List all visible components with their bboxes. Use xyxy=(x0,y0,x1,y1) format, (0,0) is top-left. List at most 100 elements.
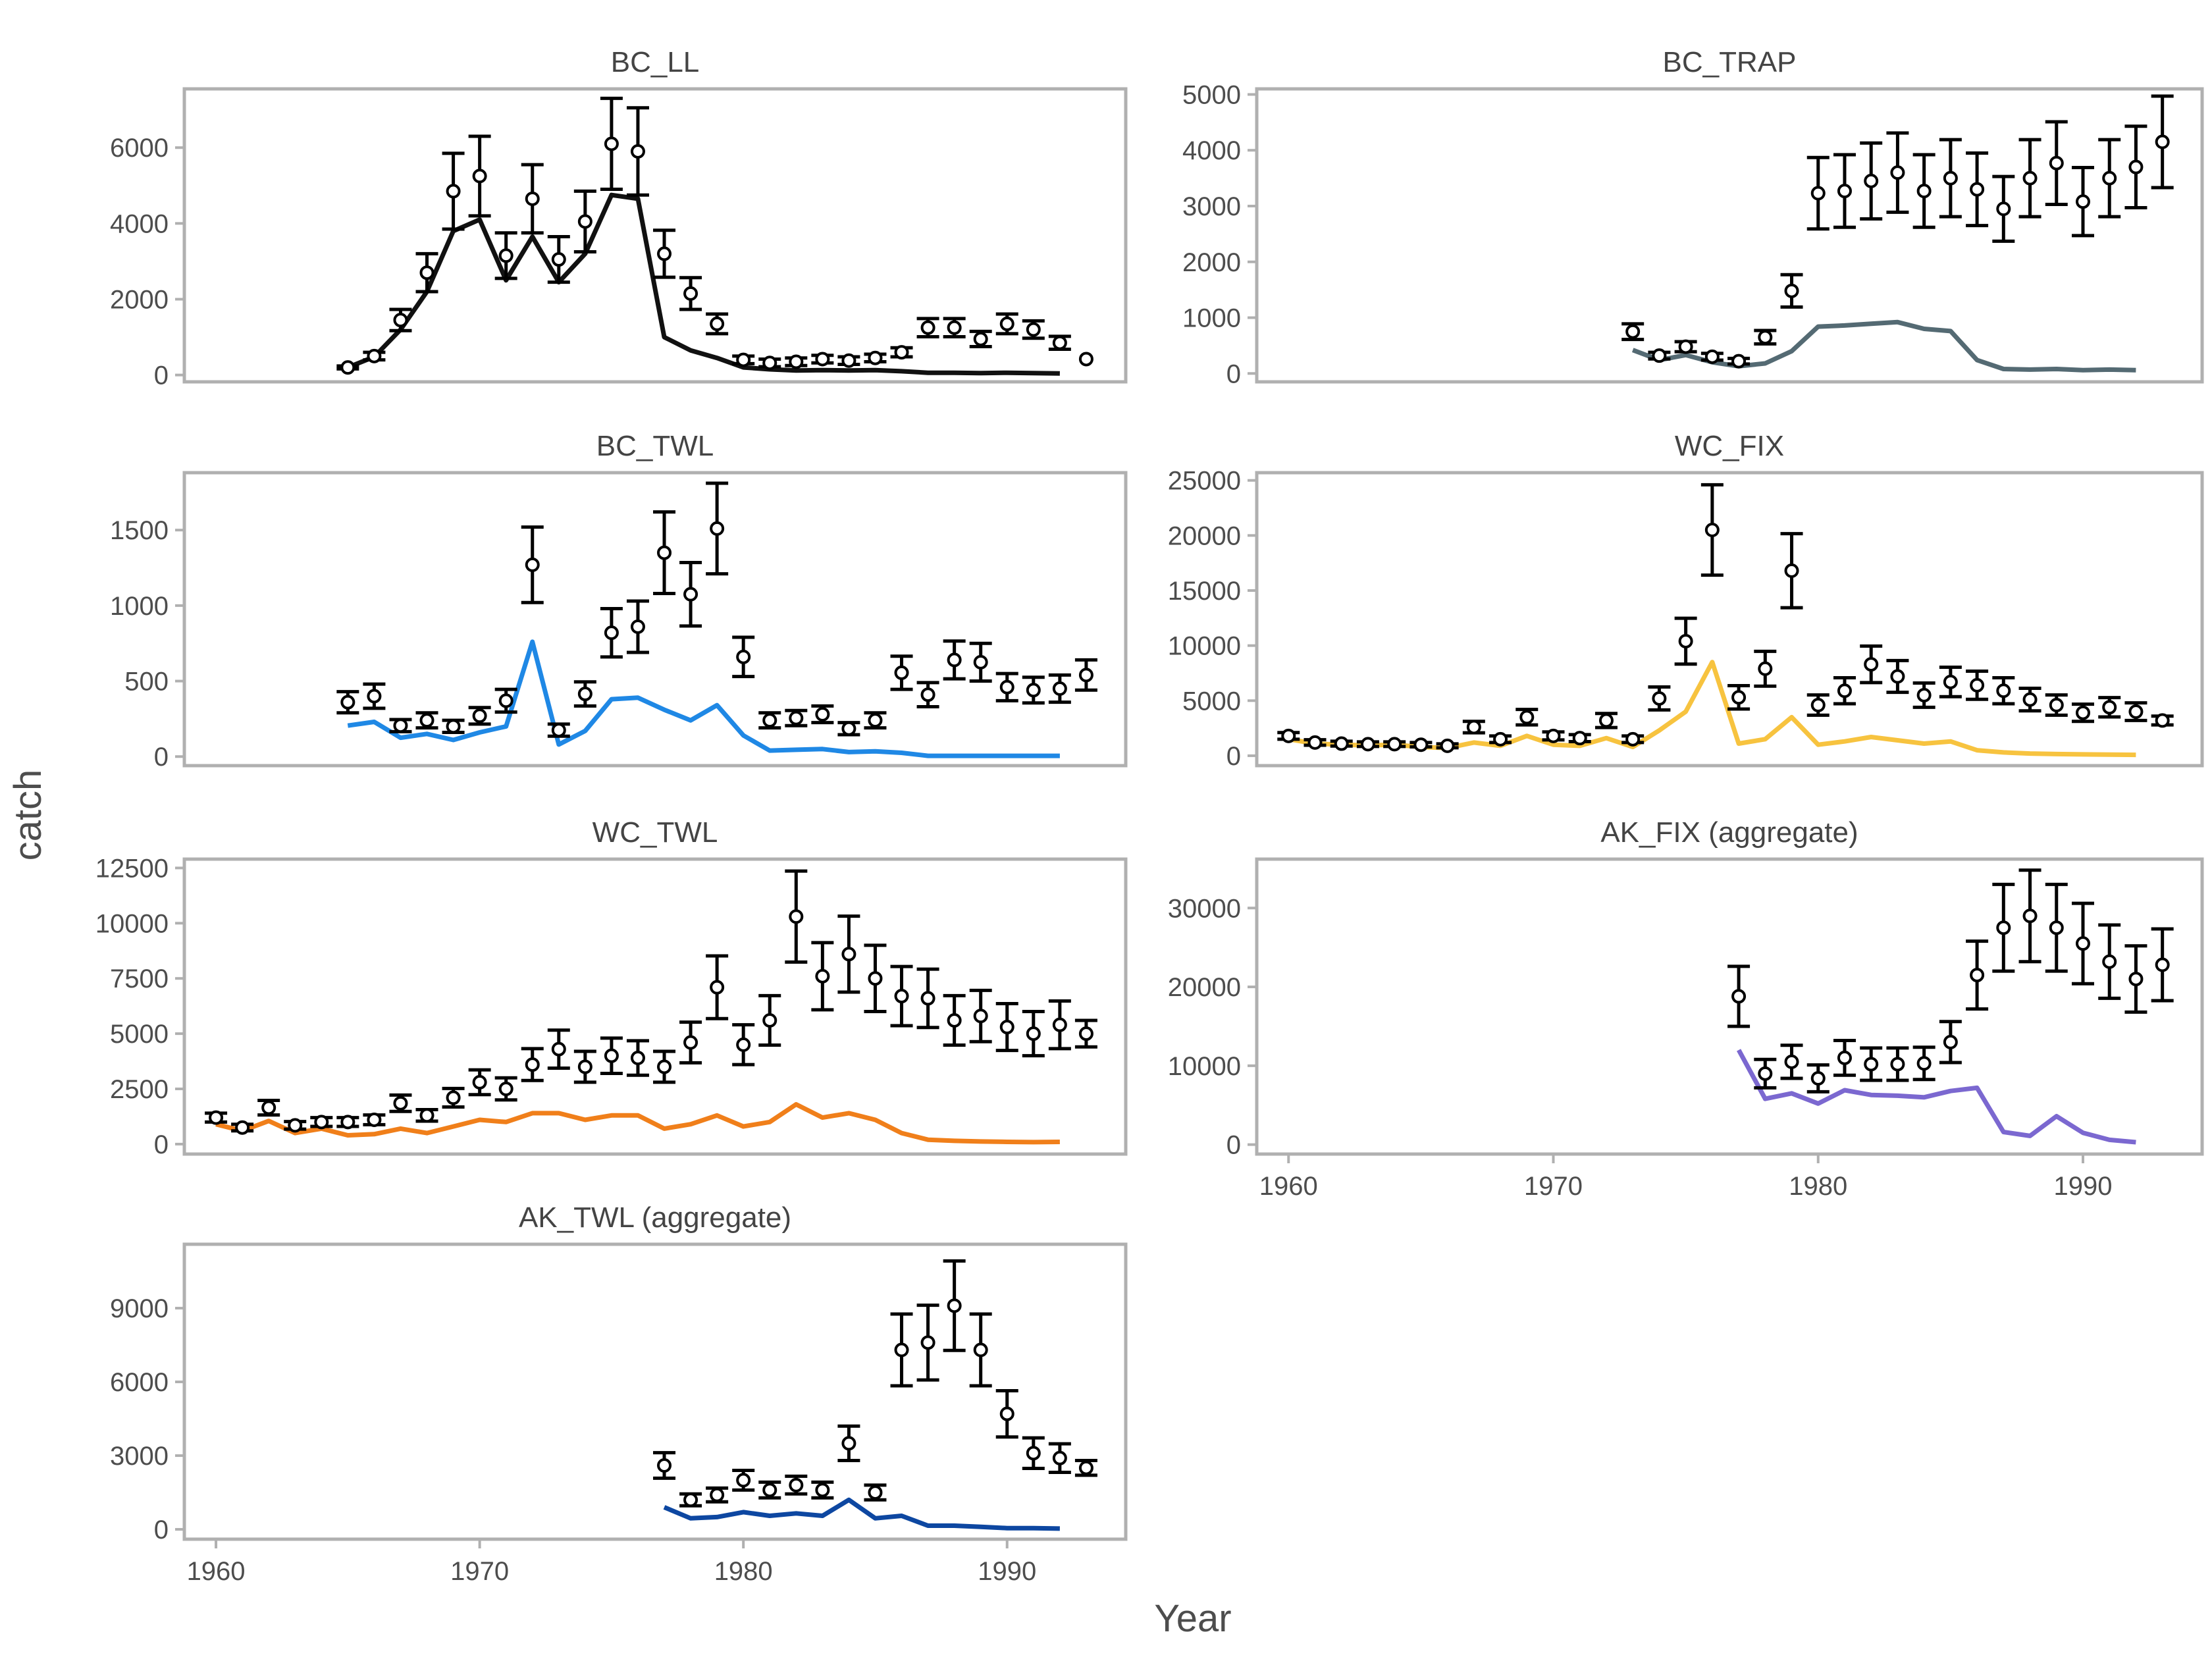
x-tick-label: 1970 xyxy=(450,1557,509,1586)
y-tick-label: 500 xyxy=(124,668,169,697)
observed-point xyxy=(231,1120,254,1135)
observed-marker xyxy=(789,710,804,725)
y-tick-label: 10000 xyxy=(95,909,169,938)
panel-title: AK_FIX (aggregate) xyxy=(1600,816,1858,849)
observed-point xyxy=(1074,658,1097,692)
observed-point xyxy=(758,711,781,730)
predicted-line xyxy=(663,1497,1060,1531)
observed-marker xyxy=(815,968,830,984)
observed-marker xyxy=(1943,674,1958,689)
observed-point xyxy=(1727,964,1751,1028)
observed-point xyxy=(1542,728,1565,743)
observed-point xyxy=(785,354,808,369)
observed-marker xyxy=(446,184,461,199)
observed-point xyxy=(811,704,834,725)
observed-point xyxy=(1780,273,1803,309)
observed-marker xyxy=(1052,1017,1067,1032)
observed-point xyxy=(1674,616,1697,666)
observed-marker xyxy=(1078,1026,1093,1041)
observed-point xyxy=(1078,352,1093,367)
observed-point xyxy=(363,682,386,710)
observed-point xyxy=(864,350,887,365)
observed-marker xyxy=(683,1492,698,1508)
observed-point xyxy=(1515,708,1539,727)
observed-marker xyxy=(1387,737,1402,752)
panel-border xyxy=(1255,87,2204,384)
observed-point xyxy=(1860,1046,1883,1082)
panel-4: WC_FIX 0 5000 10000 15000 20000 25000 xyxy=(1168,430,2204,771)
y-tick-label: 5000 xyxy=(1182,80,1241,109)
observed-marker xyxy=(2022,171,2038,186)
observed-point xyxy=(1912,681,1936,709)
observed-marker xyxy=(1078,352,1093,367)
observed-point xyxy=(573,680,596,708)
observed-marker xyxy=(1598,713,1614,728)
y-tick-label: 1500 xyxy=(110,516,169,545)
observed-marker xyxy=(1413,737,1429,752)
panel-border xyxy=(182,87,1128,384)
observed-marker xyxy=(367,689,382,704)
observed-marker xyxy=(472,169,487,184)
observed-point xyxy=(785,869,808,964)
observed-point xyxy=(1048,999,1071,1051)
observed-point xyxy=(494,1076,517,1102)
observed-point xyxy=(653,228,676,279)
observed-point xyxy=(1754,1057,1777,1090)
observed-point xyxy=(257,1098,280,1117)
observed-marker xyxy=(683,1035,698,1050)
observed-marker xyxy=(1916,687,1932,702)
observed-point xyxy=(1048,1442,1071,1474)
observed-marker xyxy=(762,713,777,728)
y-tick-label: 1000 xyxy=(110,592,169,621)
observed-point xyxy=(837,914,860,994)
observed-point xyxy=(1912,1045,1936,1082)
observed-point xyxy=(468,1068,491,1097)
panel-border xyxy=(1255,471,2204,768)
observed-marker xyxy=(815,707,830,722)
observed-marker xyxy=(868,350,883,365)
observed-point xyxy=(1489,731,1512,747)
predicted-line xyxy=(215,1102,1060,1145)
observed-point xyxy=(1621,731,1645,747)
observed-marker xyxy=(736,1473,751,1488)
observed-point xyxy=(573,189,596,254)
predicted-line xyxy=(1737,1049,2136,1145)
observed-marker xyxy=(868,713,883,728)
observed-point xyxy=(916,681,939,709)
observed-point xyxy=(2098,696,2121,719)
observed-point xyxy=(1700,483,1724,577)
observed-marker xyxy=(920,1335,935,1350)
panel-6: AK_FIX (aggregate) 0 10000 20000 30000 1960 19… xyxy=(1168,816,2204,1201)
observed-marker xyxy=(419,265,434,280)
observed-marker xyxy=(235,1120,250,1135)
observed-point xyxy=(600,96,623,192)
observed-marker xyxy=(789,354,804,369)
observed-point xyxy=(732,635,755,679)
y-tick-label: 1000 xyxy=(1182,304,1241,333)
observed-point xyxy=(758,993,781,1047)
observed-marker xyxy=(762,356,777,371)
observed-point xyxy=(415,711,438,730)
observed-point xyxy=(2045,693,2068,717)
observed-point xyxy=(1304,735,1327,750)
observed-marker xyxy=(630,619,645,634)
observed-point xyxy=(758,356,781,371)
observed-point xyxy=(494,231,517,280)
observed-point xyxy=(653,510,676,596)
observed-marker xyxy=(1970,182,1985,197)
y-tick-label: 25000 xyxy=(1168,467,1241,496)
observed-point xyxy=(336,360,359,375)
observed-point xyxy=(442,1086,465,1109)
observed-point xyxy=(442,718,465,735)
observed-marker xyxy=(314,1115,329,1130)
observed-point xyxy=(916,967,939,1030)
observed-marker xyxy=(947,652,962,668)
observed-point xyxy=(864,943,887,1014)
observed-marker xyxy=(710,316,725,331)
observed-marker xyxy=(604,1048,619,1063)
observed-point xyxy=(653,1451,676,1480)
observed-marker xyxy=(841,947,856,962)
observed-marker xyxy=(630,1051,645,1066)
observed-point xyxy=(415,251,438,294)
